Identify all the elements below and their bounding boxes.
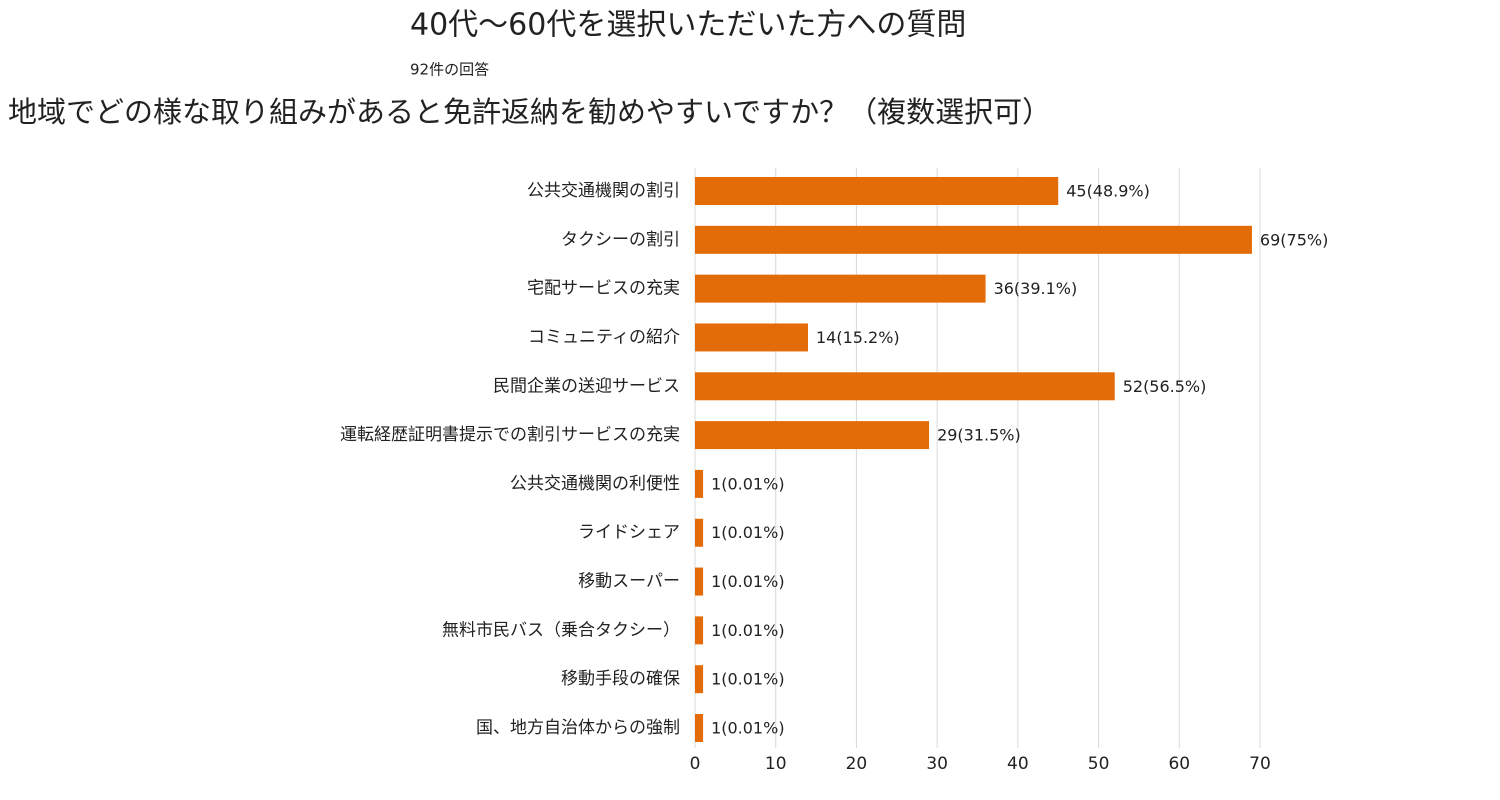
y-tick-label: 無料市民バス（乗合タクシー） (442, 620, 680, 640)
bar (695, 177, 1059, 205)
chart-title: 40代～60代を選択いただいた方への質問 (410, 8, 966, 43)
value-label: 69(75%) (1260, 230, 1328, 249)
x-tick-label: 50 (1088, 754, 1110, 774)
y-tick-label: 移動手段の確保 (561, 669, 680, 689)
value-label: 14(15.2%) (816, 328, 900, 347)
bar (695, 225, 1252, 254)
x-tick-label: 70 (1249, 754, 1271, 774)
value-label: 1(0.01%) (711, 572, 785, 591)
value-label: 1(0.01%) (711, 621, 785, 640)
y-tick-label: タクシーの割引 (561, 230, 680, 250)
y-tick-label: コミュニティの紹介 (528, 327, 680, 347)
x-tick-label: 60 (1168, 754, 1190, 774)
x-tick-label: 40 (1007, 754, 1029, 774)
value-label: 1(0.01%) (711, 474, 785, 493)
x-tick-label: 30 (926, 754, 948, 774)
y-tick-label: 移動スーパー (578, 572, 680, 592)
bar (695, 274, 986, 303)
bar (695, 518, 704, 547)
value-label: 1(0.01%) (711, 670, 785, 689)
value-label: 1(0.01%) (711, 719, 785, 738)
x-tick-label: 10 (765, 754, 787, 774)
bar (695, 372, 1115, 401)
bar (695, 421, 930, 450)
value-label: 29(31.5%) (937, 426, 1021, 445)
bar (695, 323, 808, 352)
value-label: 45(48.9%) (1066, 182, 1150, 201)
y-tick-label: 公共交通機関の利便性 (510, 474, 680, 494)
value-label: 52(56.5%) (1123, 377, 1207, 396)
value-label: 1(0.01%) (711, 523, 785, 542)
y-tick-label: ライドシェア (578, 523, 680, 543)
bar (695, 714, 704, 742)
bar (695, 567, 704, 596)
y-tick-label: 公共交通機関の割引 (527, 181, 680, 201)
chart-subtitle: 92件の回答 (410, 61, 489, 79)
bar (695, 665, 704, 694)
value-label: 36(39.1%) (994, 279, 1078, 298)
y-tick-label: 民間企業の送迎サービス (493, 376, 680, 396)
y-tick-label: 運転経歴証明書提示での割引サービスの充実 (340, 425, 680, 445)
bar (695, 469, 704, 498)
x-tick-label: 20 (846, 754, 868, 774)
y-tick-label: 国、地方自治体からの強制 (476, 718, 680, 738)
bar (695, 616, 704, 645)
x-tick-label: 0 (690, 754, 701, 774)
y-tick-label: 宅配サービスの充実 (527, 279, 680, 299)
question: 地域でどの様な取り組みがあると免許返納を勧めやすいですか？（複数選択可） (8, 95, 1051, 129)
